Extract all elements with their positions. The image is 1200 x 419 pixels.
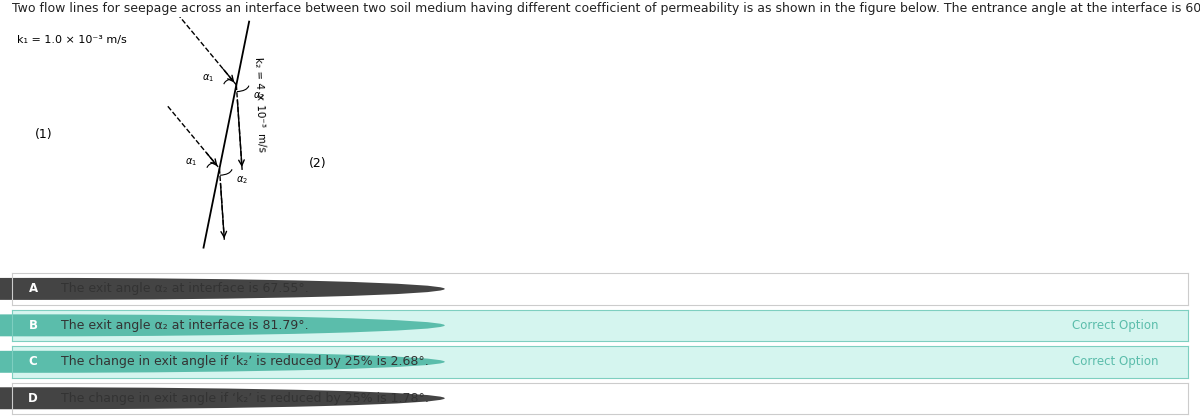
Text: $\alpha_1$: $\alpha_1$ xyxy=(202,72,214,84)
Text: A: A xyxy=(29,282,37,295)
Text: Two flow lines for seepage across an interface between two soil medium having di: Two flow lines for seepage across an int… xyxy=(12,2,1200,15)
Text: B: B xyxy=(29,319,37,332)
Text: k₂ = 4 × 10⁻³: k₂ = 4 × 10⁻³ xyxy=(253,56,265,127)
Circle shape xyxy=(0,314,445,336)
Text: The exit angle α₂ at interface is 67.55°.: The exit angle α₂ at interface is 67.55°… xyxy=(61,282,310,295)
Circle shape xyxy=(0,351,445,373)
Text: The change in exit angle if ‘k₂’ is reduced by 25% is 2.68°.: The change in exit angle if ‘k₂’ is redu… xyxy=(61,355,430,368)
Text: k₁ = 1.0 × 10⁻³ m/s: k₁ = 1.0 × 10⁻³ m/s xyxy=(17,36,126,46)
Text: Correct Option: Correct Option xyxy=(1072,319,1159,332)
Text: $\alpha_1$: $\alpha_1$ xyxy=(185,156,197,168)
Text: The change in exit angle if ‘k₂’ is reduced by 25% is 1.78°.: The change in exit angle if ‘k₂’ is redu… xyxy=(61,392,430,405)
Text: (1): (1) xyxy=(35,128,53,141)
Circle shape xyxy=(0,387,445,409)
Text: $\alpha_2$: $\alpha_2$ xyxy=(252,90,264,102)
Text: D: D xyxy=(29,392,38,405)
Text: $\alpha_2$: $\alpha_2$ xyxy=(235,174,247,186)
Text: Correct Option: Correct Option xyxy=(1072,355,1159,368)
Circle shape xyxy=(0,278,445,300)
Text: m/s: m/s xyxy=(254,134,265,153)
Text: The exit angle α₂ at interface is 81.79°.: The exit angle α₂ at interface is 81.79°… xyxy=(61,319,310,332)
Text: C: C xyxy=(29,355,37,368)
Text: (2): (2) xyxy=(308,158,326,171)
